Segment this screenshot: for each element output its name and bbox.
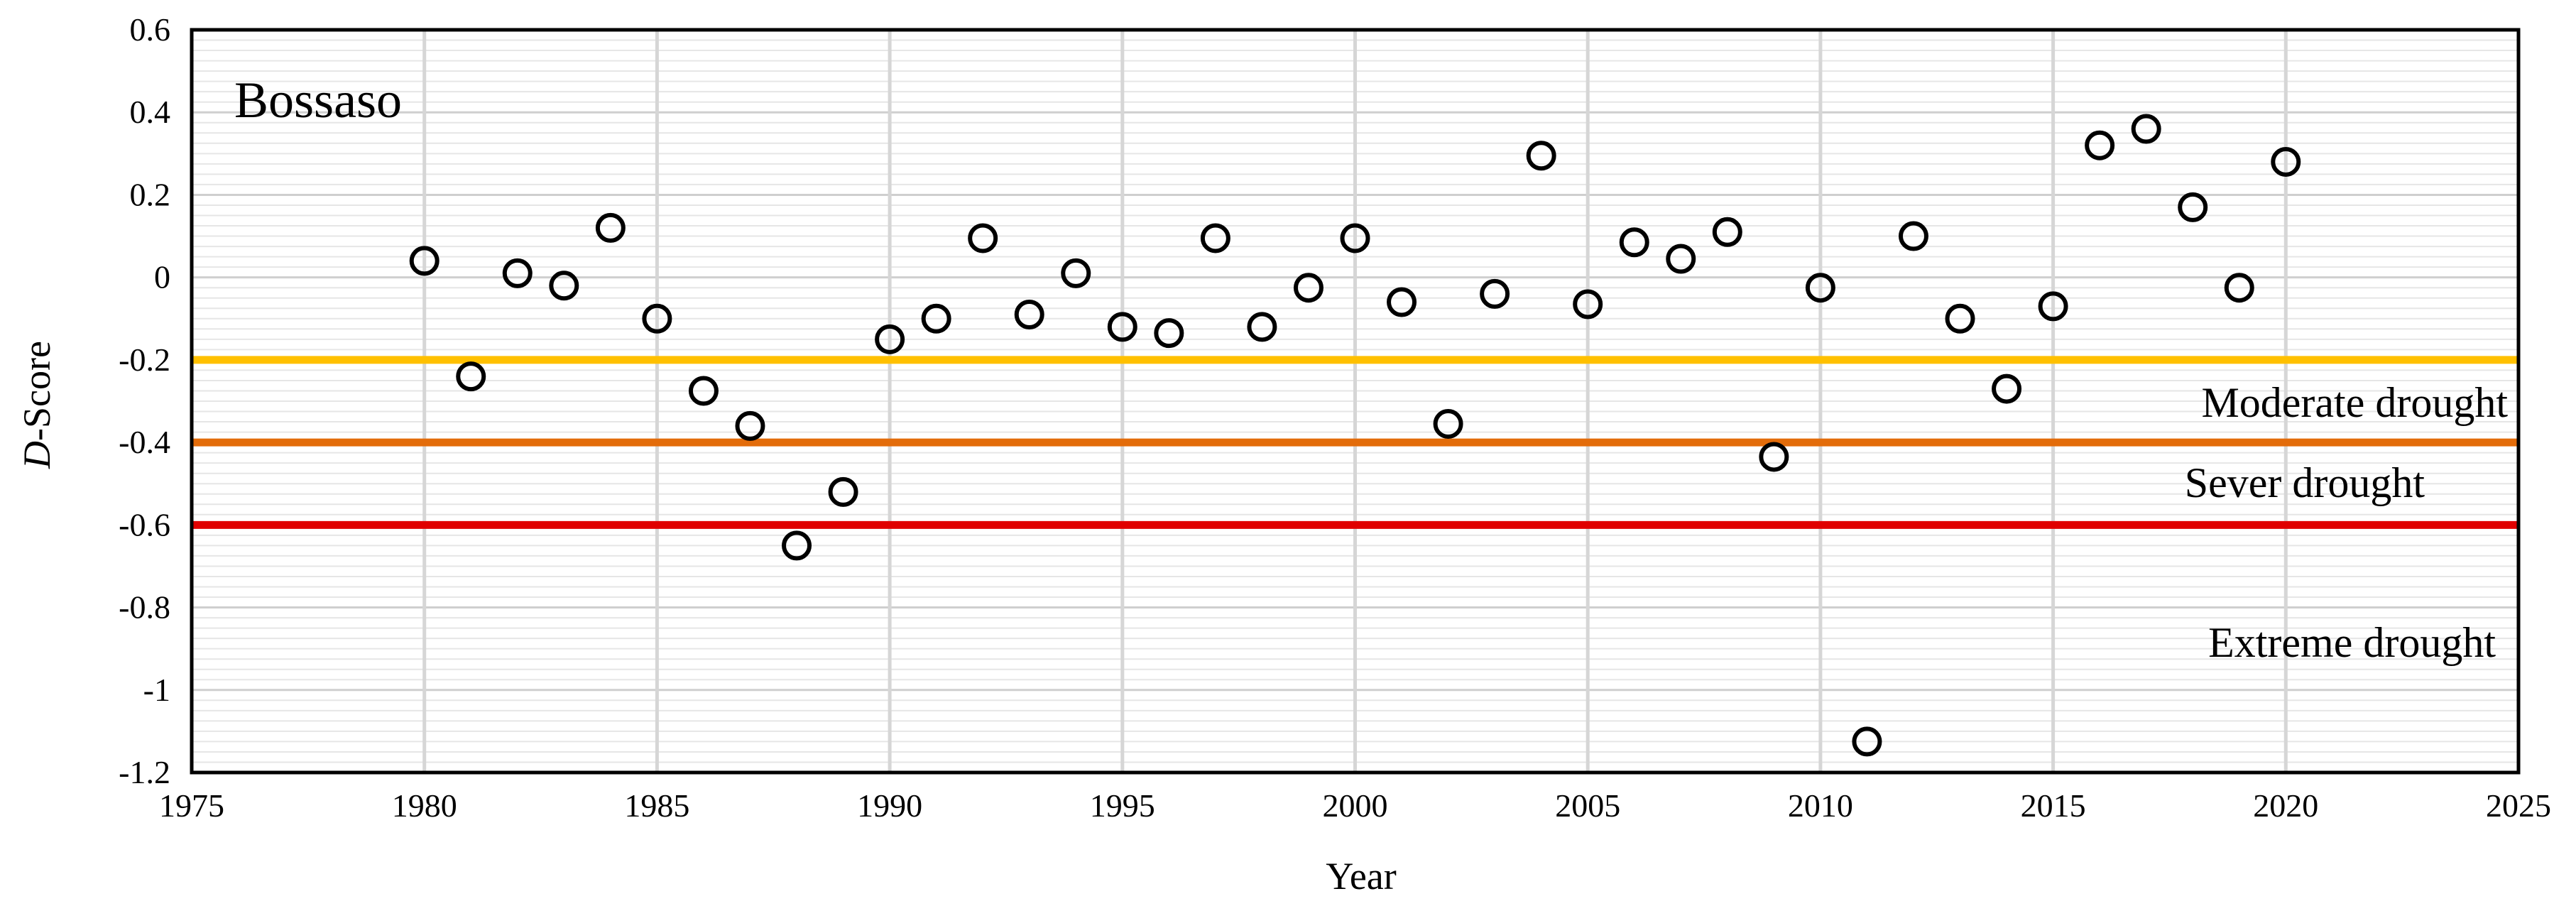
y-tick-label: -0.6 [119,506,170,542]
data-point [502,258,533,288]
data-point [1433,408,1463,439]
grid-lines [190,28,2521,774]
x-tick-label: 2020 [2253,787,2318,824]
data-point [456,361,486,392]
data-point [1480,278,1510,309]
data-point [1619,227,1649,258]
x-tick-label: 2015 [2021,787,2086,824]
x-tick-label: 1990 [857,787,922,824]
data-point [1107,312,1137,342]
y-tick-label: 0 [154,259,170,295]
moderate-drought-label: Moderate drought [2201,379,2508,426]
data-point [1992,373,2022,404]
data-point [968,223,998,253]
x-tick-label: 1995 [1090,787,1155,824]
data-point [1387,287,1417,317]
y-tick-label: 0.4 [130,94,171,130]
data-point [1154,318,1184,349]
y-tick-label: -1.2 [119,754,170,790]
y-axis-title: D-Score [16,341,58,469]
x-tick-label: 1975 [159,787,224,824]
data-point [735,410,765,441]
data-point [595,212,626,243]
data-point [921,303,951,334]
y-tick-label: -1 [143,672,170,708]
data-point [828,476,858,507]
station-label: Bossaso [234,72,402,129]
data-point [2085,130,2115,160]
plot-frame [190,28,2521,775]
data-point [1340,223,1370,253]
y-tick-label: -0.8 [119,589,170,626]
data-points [409,114,2301,757]
data-point [1200,223,1230,253]
data-point [549,271,579,301]
data-point [1061,258,1091,288]
severe-drought-label: Sever drought [2185,459,2425,506]
data-point [688,376,719,406]
x-axis-title: Year [1326,855,1397,897]
threshold-lines [192,356,2518,529]
data-point [2224,273,2254,303]
y-axis-title-italic: D [16,441,58,469]
data-point [1852,726,1882,757]
data-point [409,246,440,276]
y-tick-label: 0.2 [130,176,171,212]
data-point [2038,291,2068,322]
y-axis-title-rest: -Score [16,341,58,441]
data-point [2131,114,2161,144]
data-point [1666,244,1696,274]
y-tick-label: -0.2 [119,342,170,378]
data-point [1805,273,1835,303]
data-point [782,530,812,561]
x-tick-label: 1980 [392,787,457,824]
data-point [1945,303,1975,334]
data-point [1526,141,1556,171]
data-point [2178,192,2208,222]
data-point [642,303,672,334]
data-point [875,324,905,354]
tick-labels: 1975 1980 1985 1990 1995 2000 2005 2010 2015 2020… [119,11,2551,824]
data-point [1247,312,1277,342]
x-tick-label: 2000 [1323,787,1388,824]
x-tick-label: 2010 [1788,787,1853,824]
data-point [1759,442,1789,472]
data-point [1014,299,1044,329]
data-point [1573,289,1603,320]
y-tick-label: -0.4 [119,424,170,460]
x-tick-label: 2005 [1555,787,1620,824]
data-point [1293,273,1324,303]
data-point [1712,217,1742,247]
x-tick-label: 2025 [2486,787,2551,824]
data-point [1898,221,1928,251]
extreme-drought-label: Extreme drought [2208,619,2496,666]
data-point [2271,146,2301,177]
y-tick-label: 0.6 [130,11,171,48]
x-tick-label: 1985 [624,787,689,824]
